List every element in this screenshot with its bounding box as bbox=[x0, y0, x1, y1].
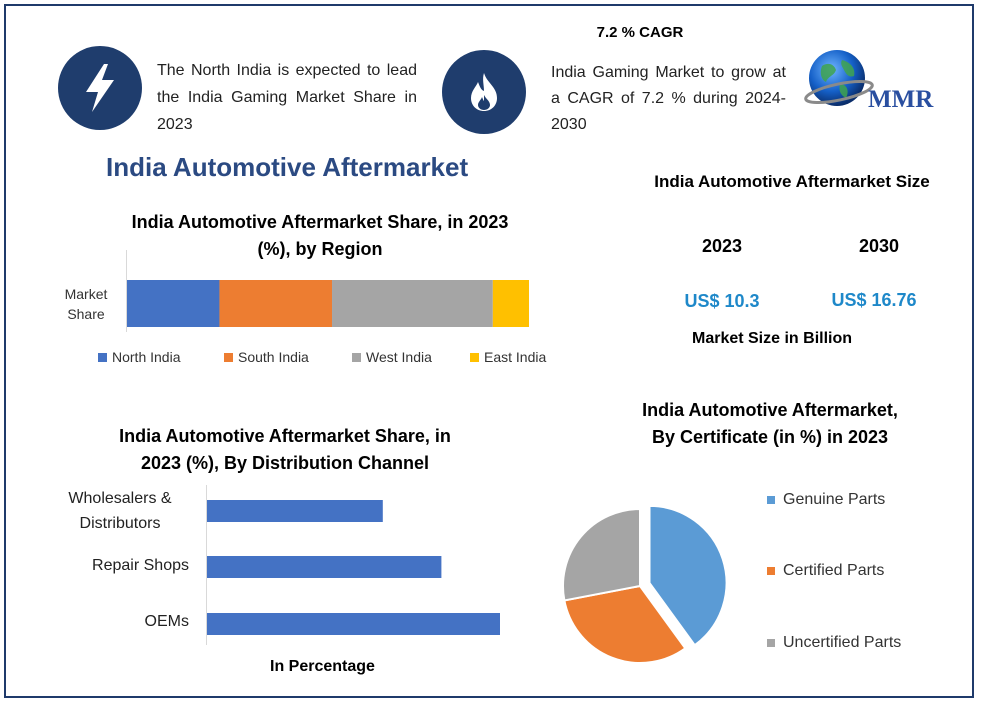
legend-label: East India bbox=[484, 349, 547, 365]
pie-slice-uncertified-parts bbox=[562, 507, 641, 602]
channel-chart-title: India Automotive Aftermarket Share, in 2… bbox=[70, 423, 500, 477]
legend-item-west-india: West India bbox=[352, 349, 432, 365]
legend-swatch bbox=[470, 352, 479, 362]
channel-bar-oems bbox=[207, 613, 500, 635]
cagr-description: India Gaming Market to grow at a CAGR of… bbox=[551, 64, 786, 133]
certificate-chart-title-line2: By Certificate (in %) in 2023 bbox=[651, 427, 889, 447]
channel-bar-repair-shops bbox=[207, 556, 442, 578]
region-chart-title-line2: (%), by Region bbox=[257, 239, 383, 259]
logo-text: MMR bbox=[868, 86, 934, 113]
legend-swatch bbox=[767, 639, 775, 647]
legend-label: Genuine Parts bbox=[783, 491, 886, 508]
legend-item-east-india: East India bbox=[470, 349, 546, 365]
region-bar-north-india bbox=[127, 280, 220, 327]
value-2030: US$ 16.76 bbox=[831, 290, 917, 310]
year-2030: 2030 bbox=[858, 236, 900, 256]
cagr-title: 7.2 % CAGR bbox=[596, 24, 684, 41]
certificate-pie-chart bbox=[562, 504, 728, 664]
channel-chart-title-line2: 2023 (%), By Distribution Channel bbox=[140, 453, 430, 473]
size-panel-footer: Market Size in Billion bbox=[691, 330, 853, 347]
legend-label: Uncertified Parts bbox=[783, 634, 902, 651]
channel-bar-chart bbox=[207, 500, 500, 635]
legend-swatch bbox=[224, 352, 233, 362]
region-bar-west-india bbox=[332, 280, 493, 327]
certificate-chart-title-line1: India Automotive Aftermarket, bbox=[642, 400, 898, 420]
channel-axis-line bbox=[206, 485, 207, 645]
year-2023: 2023 bbox=[701, 236, 743, 256]
infographic-frame bbox=[4, 4, 974, 698]
pie-slice-genuine-parts bbox=[648, 504, 728, 647]
region-category-label: Market Share bbox=[50, 284, 122, 324]
region-chart-title: India Automotive Aftermarket Share, in 2… bbox=[90, 209, 550, 263]
pie-slice-certified-parts bbox=[563, 584, 687, 664]
channel-chart-title-line1: India Automotive Aftermarket Share, in bbox=[119, 426, 451, 446]
legend-item-certified-parts: Certified Parts bbox=[767, 562, 884, 580]
region-axis-line bbox=[126, 250, 127, 332]
legend-item-north-india: North India bbox=[98, 349, 180, 365]
legend-label: Certified Parts bbox=[783, 562, 885, 579]
channel-label-wholesale-line2: Distributors bbox=[79, 515, 161, 532]
value-2023: US$ 10.3 bbox=[684, 291, 760, 311]
channel-label-oem: OEMs bbox=[144, 613, 189, 630]
legend-item-south-india: South India bbox=[224, 349, 309, 365]
north-india-note: The North India is expected to lead the … bbox=[157, 62, 417, 133]
region-bar-east-india bbox=[492, 280, 529, 327]
legend-swatch bbox=[352, 352, 361, 362]
region-chart-title-line1: India Automotive Aftermarket Share, in 2… bbox=[131, 212, 509, 232]
region-category-line1: Market bbox=[64, 286, 108, 302]
legend-swatch bbox=[98, 352, 107, 362]
region-stacked-bar-chart bbox=[127, 280, 529, 327]
region-category-line2: Share bbox=[67, 306, 105, 322]
channel-label-wholesale: Wholesalers & Distributors bbox=[50, 486, 190, 536]
channel-label-wholesale-line1: Wholesalers & bbox=[68, 490, 172, 507]
legend-label: South India bbox=[238, 349, 309, 365]
channel-x-label: In Percentage bbox=[270, 658, 375, 675]
legend-label: West India bbox=[366, 349, 432, 365]
globe-logo-icon bbox=[804, 44, 874, 114]
channel-label-repair: Repair Shops bbox=[92, 557, 189, 574]
size-panel-title: India Automotive Aftermarket Size bbox=[654, 172, 930, 191]
lightning-bolt-icon bbox=[58, 46, 142, 130]
region-bar-south-india bbox=[219, 280, 333, 327]
legend-swatch bbox=[767, 496, 775, 504]
channel-bar-wholesalers-distributors bbox=[207, 500, 383, 522]
legend-label: North India bbox=[112, 349, 181, 365]
certificate-chart-title: India Automotive Aftermarket, By Certifi… bbox=[600, 397, 940, 451]
legend-item-genuine-parts: Genuine Parts bbox=[767, 491, 885, 509]
legend-swatch bbox=[767, 567, 775, 575]
flame-icon bbox=[442, 50, 526, 134]
main-title: India Automotive Aftermarket bbox=[106, 152, 469, 182]
legend-item-uncertified-parts: Uncertified Parts bbox=[767, 634, 901, 652]
